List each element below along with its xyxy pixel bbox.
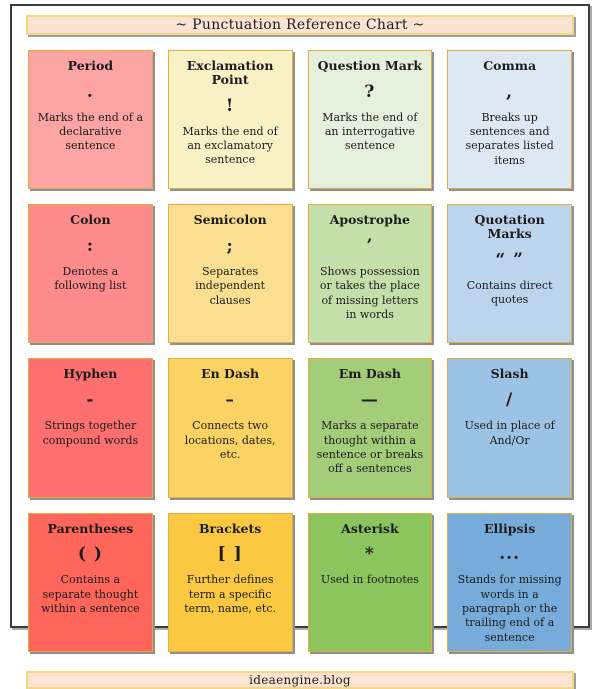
card-en-dash: En Dash – Connects two locations, dates, e… <box>167 358 293 498</box>
card-description: Used in footnotes <box>320 573 419 587</box>
card-description: Marks the end of an exclamatory sentence <box>182 124 278 167</box>
card-period: Period. Marks the end of a declarative se… <box>28 50 153 190</box>
card-title: Semicolon <box>193 212 267 228</box>
card-title: Asterisk <box>341 520 399 536</box>
card-title: Period <box>67 58 114 73</box>
card-title: Parentheses <box>47 520 134 536</box>
card-title: Em Dash <box>338 366 401 382</box>
footer-site-label: ideaengine.blog <box>26 670 574 689</box>
card-hyphen: Hyphen - Strings together compound words <box>28 358 153 498</box>
card-slash: Slash / Used in place of And/Or <box>447 358 572 498</box>
card-comma: Comma, Breaks up sentences and separates … <box>447 50 572 190</box>
parentheses-symbol: ( ) <box>77 544 103 565</box>
card-title: Comma <box>483 58 537 73</box>
card-title: Hyphen <box>63 366 118 382</box>
card-asterisk: Asterisk * Used in footnotes <box>307 512 433 652</box>
card-description: Contains a separate thought within a sen… <box>41 573 140 616</box>
card-description: Denotes a following list <box>54 264 127 293</box>
card-ellipsis: Ellipsis... Stands for missing words in a… <box>447 512 572 652</box>
card-title: Question Mark <box>317 58 423 73</box>
card-exclamation-point: Exclamation Point! Marks the end of an ex… <box>167 50 293 190</box>
card-description: Further defines term a specific term, na… <box>184 573 277 616</box>
card-description: Shows possession or takes the place of m… <box>319 264 420 321</box>
card-description: Marks a separate thought within a senten… <box>316 419 424 476</box>
card-description: Contains direct quotes <box>466 278 553 307</box>
apostrophe-symbol: ’ <box>366 235 374 256</box>
en-dash-symbol: – <box>225 390 235 411</box>
card-title: Apostrophe <box>329 212 411 228</box>
card-title: Ellipsis <box>483 520 536 536</box>
card-description: Separates independent clauses <box>195 264 266 307</box>
card-colon: Colon: Denotes a following list <box>28 204 153 344</box>
em-dash-symbol: — <box>360 390 379 411</box>
card-description: Used in place of And/Or <box>464 419 555 447</box>
card-description: Stands for missing words in a paragraph … <box>457 573 562 644</box>
exclamation-point-symbol: ! <box>225 95 235 116</box>
card-quotation-marks: Quotation Marks “ ” Contains direct quotes <box>447 204 572 344</box>
chart-frame: ~ Punctuation Reference Chart ~ Period. M… <box>10 4 590 689</box>
period-symbol: . <box>86 81 94 102</box>
comma-symbol: , <box>506 81 514 102</box>
card-description: Breaks up sentences and separates listed… <box>465 110 554 167</box>
card-title: En Dash <box>201 366 260 382</box>
card-parentheses: Parentheses ( ) Contains a separate though… <box>28 512 153 652</box>
asterisk-symbol: * <box>364 544 375 565</box>
page-title: ~ Punctuation Reference Chart ~ <box>26 15 574 35</box>
colon-symbol: : <box>86 235 95 256</box>
card-title: Quotation Marks <box>474 212 545 241</box>
card-title: Slash <box>490 366 529 382</box>
hyphen-symbol: - <box>86 390 95 411</box>
punctuation-grid: Period. Marks the end of a declarative se… <box>12 35 588 671</box>
card-semicolon: Semicolon; Separates independent clauses <box>167 204 293 344</box>
quotation-marks-symbol: “ ” <box>495 249 524 270</box>
card-description: Marks the end of an interrogative senten… <box>322 110 418 153</box>
card-brackets: Brackets [ ] Further defines term a specif… <box>167 512 293 652</box>
slash-symbol: / <box>506 390 514 411</box>
card-title: Brackets <box>198 520 262 536</box>
question-mark-symbol: ? <box>364 81 376 102</box>
card-question-mark: Question Mark? Marks the end of an interr… <box>307 50 433 190</box>
card-apostrophe: Apostrophe ’ Shows possession or takes the… <box>307 204 433 344</box>
semicolon-symbol: ; <box>226 235 234 256</box>
card-description: Marks the end of a declarative sentence <box>37 110 144 153</box>
ellipsis-symbol: ... <box>499 544 520 565</box>
brackets-symbol: [ ] <box>217 544 243 565</box>
card-description: Connects two locations, dates, etc. <box>184 419 276 461</box>
card-title: Exclamation Point <box>186 58 274 87</box>
card-description: Strings together compound words <box>42 419 139 447</box>
card-em-dash: Em Dash — Marks a separate thought within … <box>307 358 433 498</box>
card-title: Colon <box>70 212 111 228</box>
